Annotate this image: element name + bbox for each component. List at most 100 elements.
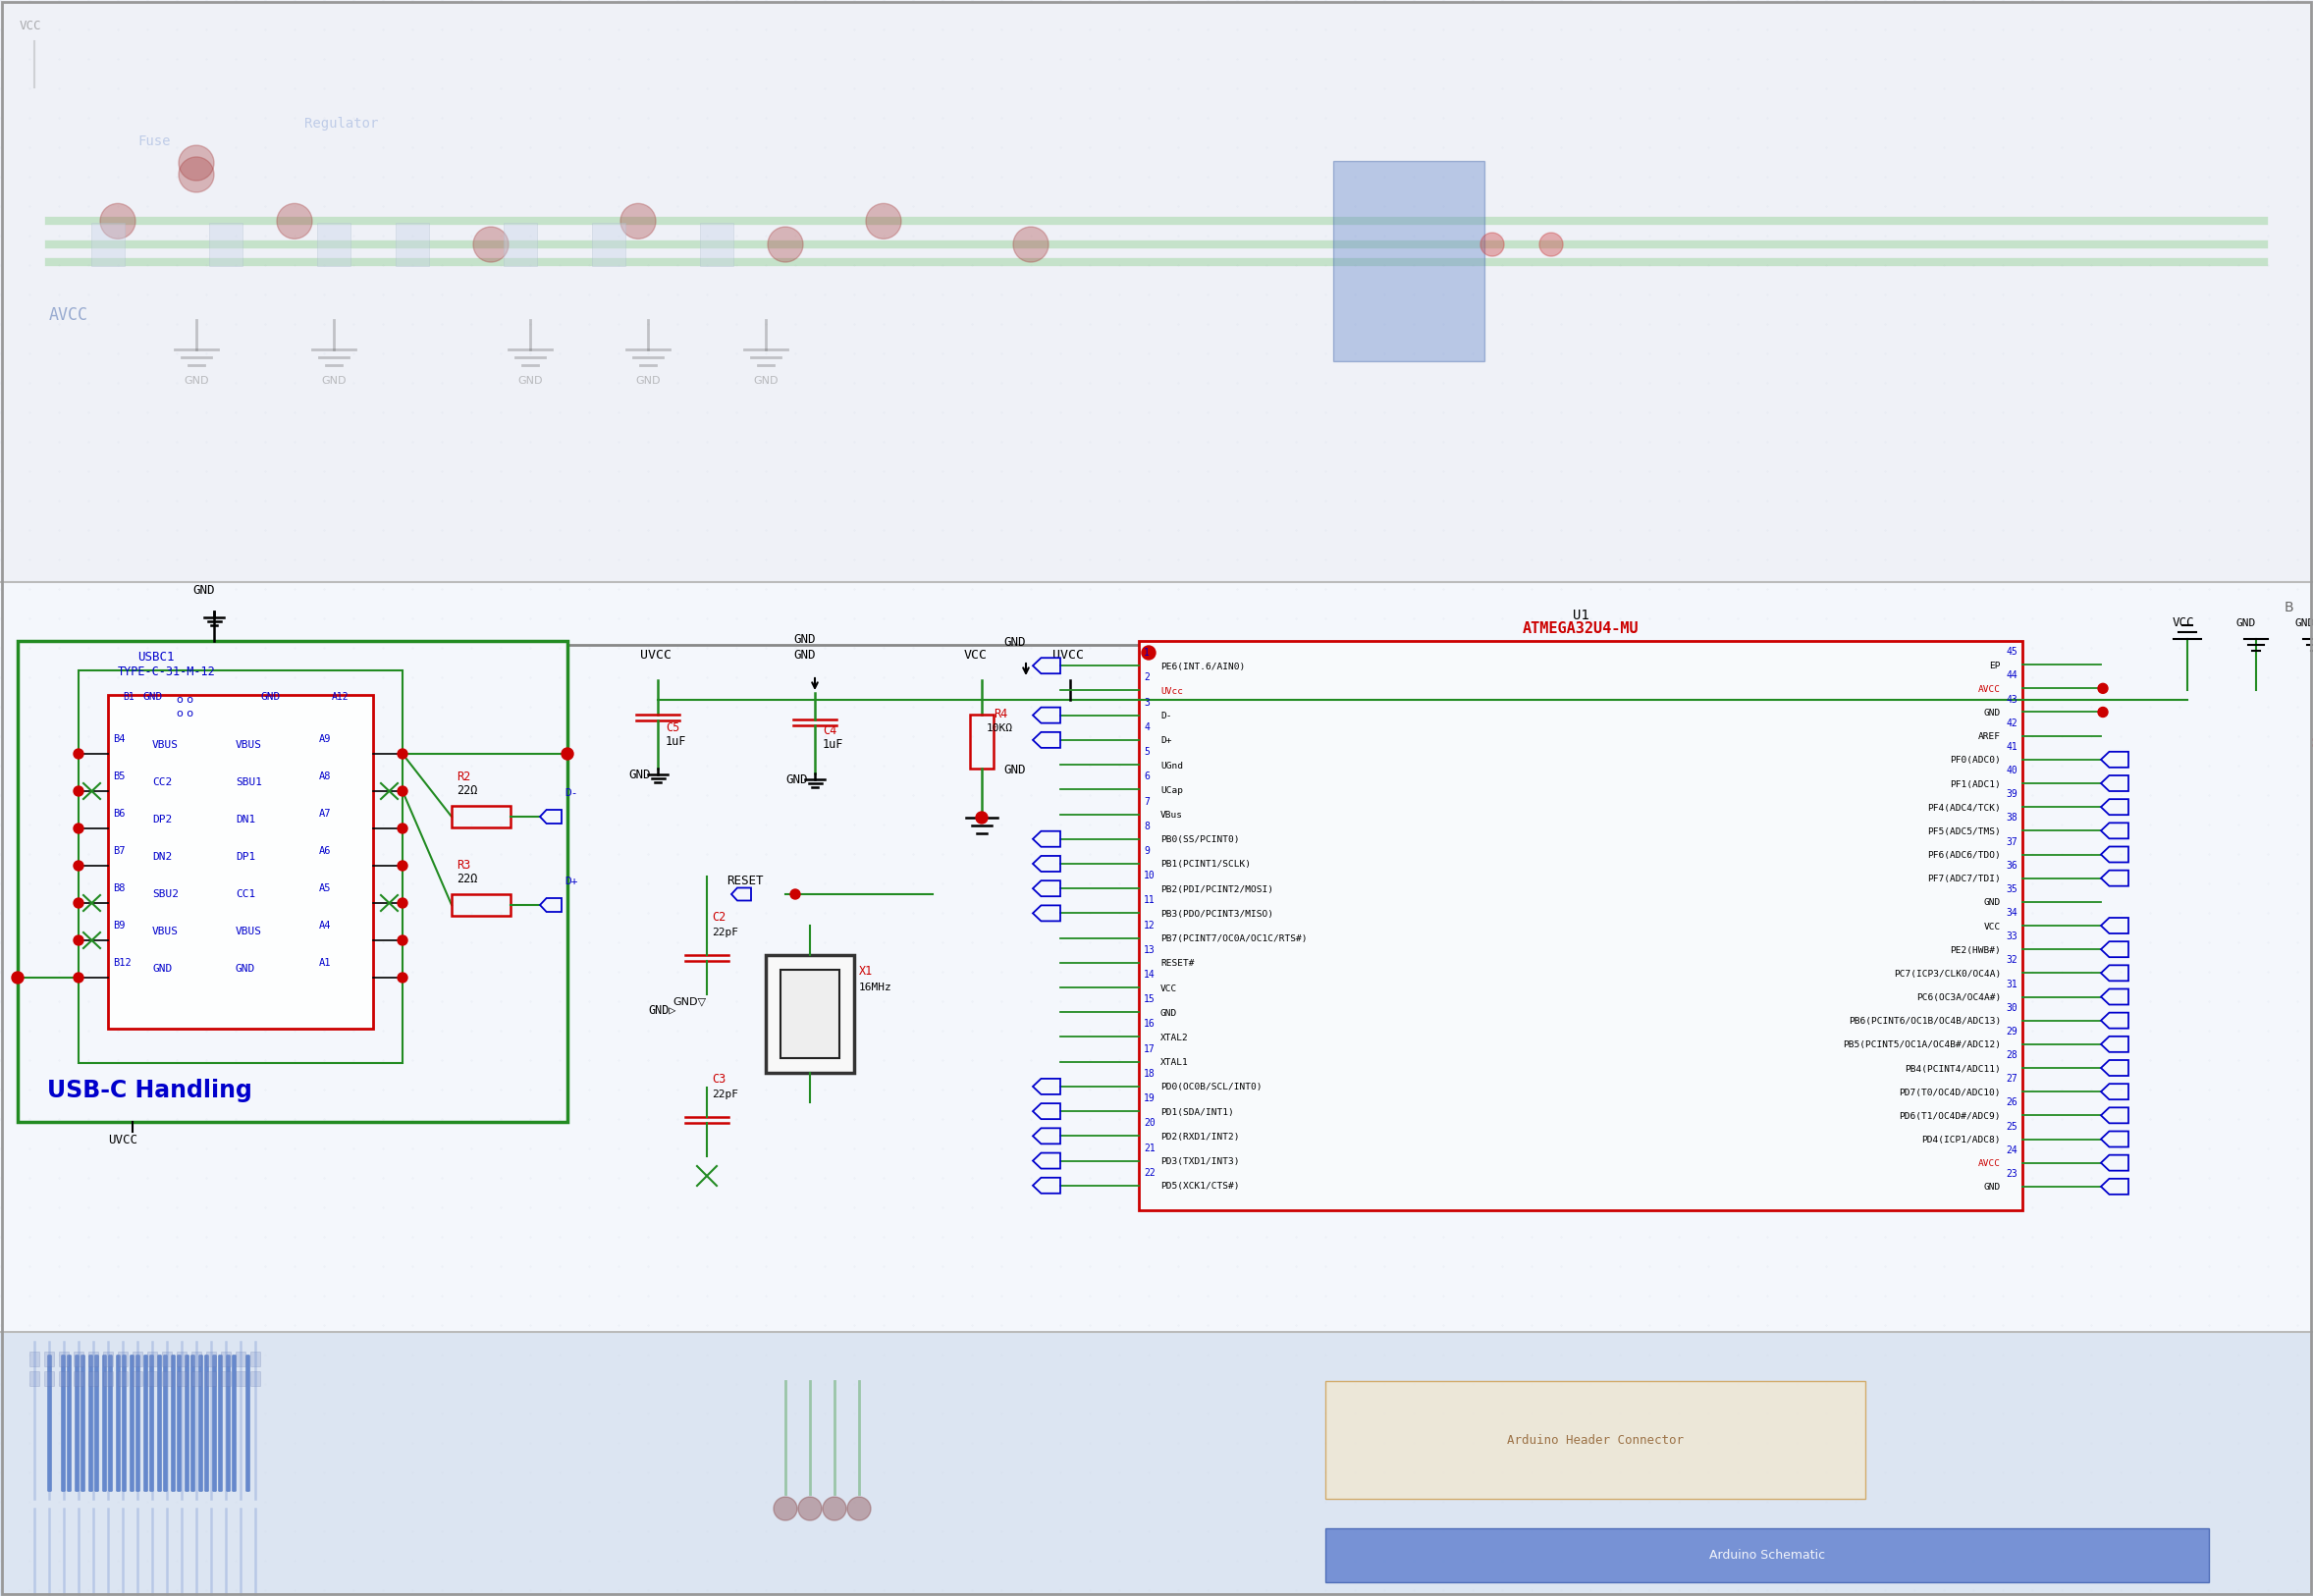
FancyBboxPatch shape [74,1352,83,1366]
Text: UVcc: UVcc [1161,686,1182,696]
Text: UVCC: UVCC [641,650,671,662]
Text: GND: GND [1985,709,2001,718]
FancyBboxPatch shape [208,223,243,267]
Text: D-: D- [564,788,578,798]
Text: GND: GND [754,375,777,386]
Text: PD3(TXD1/INT3): PD3(TXD1/INT3) [1161,1157,1240,1167]
FancyBboxPatch shape [192,1371,201,1385]
Text: USBC1: USBC1 [136,651,173,664]
Text: DN2: DN2 [153,852,171,862]
Text: R4: R4 [995,707,1008,720]
Text: AVCC: AVCC [1978,1159,2001,1168]
FancyBboxPatch shape [30,1371,39,1385]
FancyBboxPatch shape [88,1371,97,1385]
Text: PF6(ADC6/TDO): PF6(ADC6/TDO) [1927,851,2001,860]
Text: PE2(HWB#): PE2(HWB#) [1950,946,2001,954]
Text: GND: GND [153,964,171,974]
Text: AVCC: AVCC [49,306,88,324]
Text: UVCC: UVCC [109,1133,136,1146]
Text: VCC: VCC [965,650,988,662]
Text: 22Ω: 22Ω [456,784,476,796]
Circle shape [2098,683,2107,693]
Circle shape [976,812,988,824]
Text: 28: 28 [2005,1050,2017,1060]
FancyBboxPatch shape [250,1352,259,1366]
Text: B7: B7 [113,846,125,855]
Text: XTAL1: XTAL1 [1161,1058,1189,1068]
Circle shape [74,749,83,758]
Circle shape [278,204,312,239]
Text: GND: GND [786,774,807,787]
FancyBboxPatch shape [176,1371,187,1385]
Text: B1: B1 [123,693,134,702]
Text: CC1: CC1 [236,889,254,899]
Text: 23: 23 [2005,1168,2017,1179]
Text: 3: 3 [1143,697,1150,707]
Text: 7: 7 [1143,796,1150,806]
Text: C3: C3 [712,1073,726,1085]
Text: XTAL2: XTAL2 [1161,1034,1189,1042]
Text: 9: 9 [1143,846,1150,855]
Text: 19: 19 [1143,1093,1154,1103]
Text: o o: o o [176,694,194,705]
Text: 32: 32 [2005,956,2017,966]
Text: GND: GND [322,375,347,386]
Text: 42: 42 [2005,718,2017,728]
FancyBboxPatch shape [206,1371,215,1385]
Text: VCC: VCC [1985,922,2001,930]
Text: PB1(PCINT1/SCLK): PB1(PCINT1/SCLK) [1161,860,1251,870]
Text: B: B [2283,600,2294,614]
FancyBboxPatch shape [162,1371,171,1385]
FancyBboxPatch shape [701,223,733,267]
FancyBboxPatch shape [109,694,372,1029]
Text: A6: A6 [319,846,331,855]
Text: GND: GND [793,634,816,646]
Circle shape [823,1497,847,1521]
Text: PF5(ADC5/TMS): PF5(ADC5/TMS) [1927,827,2001,836]
Text: R2: R2 [456,771,470,784]
Text: B8: B8 [113,884,125,894]
Text: C5: C5 [666,721,680,734]
Circle shape [398,972,407,983]
Circle shape [178,156,215,192]
Text: VBus: VBus [1161,811,1182,820]
Text: ATMEGA32U4-MU: ATMEGA32U4-MU [1522,621,1640,637]
FancyBboxPatch shape [396,223,428,267]
FancyBboxPatch shape [58,1352,69,1366]
Circle shape [791,889,800,899]
Text: 22pF: 22pF [712,927,738,937]
Text: UGnd: UGnd [1161,761,1182,771]
Text: 39: 39 [2005,790,2017,800]
Circle shape [74,899,83,908]
Circle shape [74,824,83,833]
Circle shape [620,204,657,239]
Text: VBUS: VBUS [236,927,261,937]
Text: PF1(ADC1): PF1(ADC1) [1950,780,2001,788]
Text: 1uF: 1uF [823,737,844,750]
Text: VBUS: VBUS [153,927,178,937]
Text: B6: B6 [113,809,125,819]
Text: GND: GND [236,964,254,974]
Text: PB3(PDO/PCINT3/MISO): PB3(PDO/PCINT3/MISO) [1161,910,1274,919]
Text: DP1: DP1 [236,852,254,862]
Text: USB-C Handling: USB-C Handling [46,1079,252,1103]
Circle shape [12,972,23,983]
Circle shape [1480,233,1503,257]
Text: X1: X1 [858,966,872,978]
Text: PD5(XCK1/CTS#): PD5(XCK1/CTS#) [1161,1183,1240,1191]
Text: 44: 44 [2005,670,2017,680]
Text: SBU1: SBU1 [236,777,261,787]
Text: C4: C4 [823,725,837,737]
Text: PE6(INT.6/AIN0): PE6(INT.6/AIN0) [1161,662,1244,670]
Text: GND: GND [1985,899,2001,907]
Text: PD4(ICP1/ADC8): PD4(ICP1/ADC8) [1922,1136,2001,1144]
Text: GND: GND [1004,763,1025,776]
Text: DN1: DN1 [236,814,254,825]
Text: 29: 29 [2005,1026,2017,1036]
Text: PB5(PCINT5/OC1A/OC4B#/ADC12): PB5(PCINT5/OC1A/OC4B#/ADC12) [1843,1041,2001,1050]
Text: GND▽: GND▽ [673,996,705,1005]
Circle shape [1143,646,1156,659]
Text: GND: GND [192,584,215,597]
Text: GND: GND [1985,1183,2001,1192]
Text: AREF: AREF [1978,733,2001,741]
